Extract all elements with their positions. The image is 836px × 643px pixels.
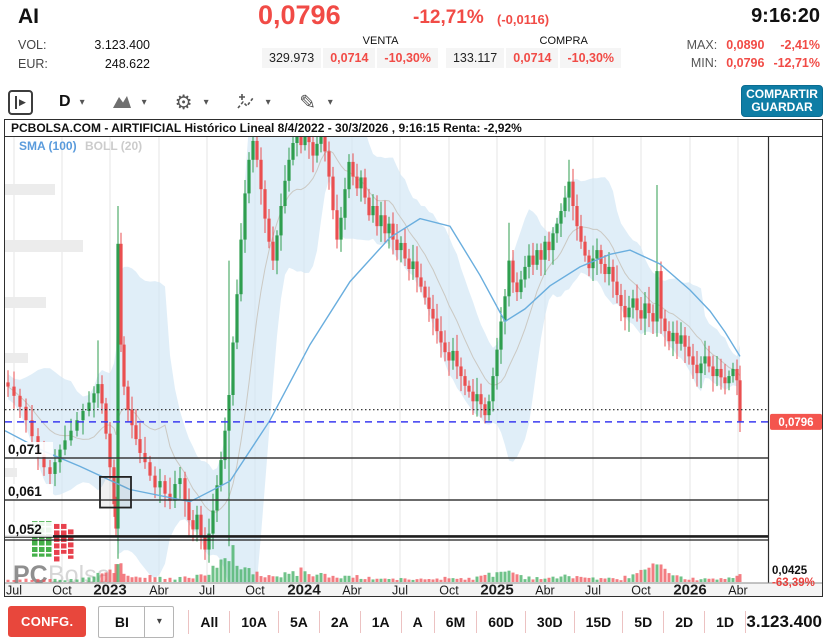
total-volume: 3.123.400 bbox=[746, 611, 822, 631]
svg-text:Oct: Oct bbox=[631, 584, 651, 597]
period-button-60d[interactable]: 60D bbox=[477, 610, 526, 633]
svg-text:Jul: Jul bbox=[199, 584, 215, 597]
svg-text:Jul: Jul bbox=[392, 584, 408, 597]
chevron-down-icon: ▾ bbox=[265, 96, 271, 108]
period-button-a[interactable]: A bbox=[402, 610, 435, 633]
chevron-down-icon: ▾ bbox=[327, 96, 333, 108]
drawing-tools-selector[interactable]: ✎ ▾ bbox=[297, 91, 333, 114]
svg-text:0,0425: 0,0425 bbox=[772, 565, 808, 577]
chevron-down-icon: ▾ bbox=[79, 96, 85, 108]
svg-text:2023: 2023 bbox=[93, 582, 126, 597]
order-book: 329.973 VENTA 0,0714 -10,30% 133.117 COM… bbox=[262, 35, 622, 68]
svg-text:Abr: Abr bbox=[149, 584, 168, 597]
chart-container: PCBOLSA.COM - AIRTIFICIAL Histórico Line… bbox=[4, 119, 823, 597]
add-indicator-icon bbox=[235, 91, 257, 113]
svg-text:2025: 2025 bbox=[480, 582, 513, 597]
svg-text:0,071: 0,071 bbox=[8, 442, 42, 457]
svg-text:Oct: Oct bbox=[245, 584, 265, 597]
svg-text:SMA (100): SMA (100) bbox=[19, 139, 77, 153]
period-button-30d[interactable]: 30D bbox=[526, 610, 575, 633]
svg-text:2024: 2024 bbox=[287, 582, 321, 597]
svg-text:-63,39%: -63,39% bbox=[772, 577, 815, 589]
share-save-button-group: COMPARTIR GUARDAR bbox=[741, 85, 823, 117]
volume-eur-stats: VOL: 3.123.400 EUR: 248.622 bbox=[18, 36, 150, 74]
period-button-5d[interactable]: 5D bbox=[623, 610, 665, 633]
period-button-all[interactable]: All bbox=[189, 610, 231, 633]
max-min-stats: MAX: 0,0890 -2,41% MIN: 0,0796 -12,71% bbox=[687, 38, 820, 70]
chart-toolbar: ▶ D ▾ ▾ ⚙ ▾ ▾ ✎ ▾ bbox=[0, 85, 836, 119]
period-button-10a[interactable]: 10A bbox=[230, 610, 279, 633]
svg-text:0,052: 0,052 bbox=[8, 522, 42, 537]
candlestick-chart-canvas[interactable]: SMA (100) BOLL (20)PC Bolsa0,0710,0610,052… bbox=[5, 137, 822, 596]
timeframe-value: D bbox=[59, 93, 71, 110]
venta-percent: -10,30% bbox=[377, 48, 438, 68]
svg-text:Abr: Abr bbox=[535, 584, 554, 597]
svg-text:Oct: Oct bbox=[439, 584, 459, 597]
eur-label: EUR: bbox=[18, 57, 48, 71]
svg-text:Jul: Jul bbox=[585, 584, 601, 597]
period-buttons: All 10A 5A 2A 1A A 6M 60D 30D 15D 5D 2D 1D bbox=[188, 609, 747, 634]
panel-toggle-icon[interactable]: ▶ bbox=[8, 89, 33, 115]
period-button-6m[interactable]: 6M bbox=[435, 610, 478, 633]
svg-text:BOLL (20): BOLL (20) bbox=[85, 139, 142, 153]
chart-style-selector[interactable]: ▾ bbox=[111, 91, 147, 113]
compra-percent: -10,30% bbox=[560, 48, 622, 68]
pencil-icon: ✎ bbox=[299, 91, 317, 114]
vol-label: VOL: bbox=[18, 38, 47, 52]
svg-text:Jul: Jul bbox=[6, 584, 22, 597]
period-button-2a[interactable]: 2A bbox=[320, 610, 361, 633]
period-button-5a[interactable]: 5A bbox=[279, 610, 320, 633]
svg-text:0,061: 0,061 bbox=[8, 484, 42, 499]
indicators-selector[interactable]: ▾ bbox=[235, 91, 271, 113]
min-percent: -12,71% bbox=[773, 56, 820, 70]
period-button-15d[interactable]: 15D bbox=[575, 610, 624, 633]
quote-header: AI VOL: 3.123.400 EUR: 248.622 0,0796 -12,… bbox=[0, 0, 836, 85]
vol-value: 3.123.400 bbox=[94, 38, 150, 52]
min-label: MIN: bbox=[690, 56, 718, 70]
share-button[interactable]: COMPARTIR bbox=[746, 87, 818, 101]
compra-label: COMPRA bbox=[539, 35, 588, 47]
venta-label: VENTA bbox=[362, 35, 399, 47]
symbol-title: AI bbox=[18, 5, 39, 28]
period-button-1a[interactable]: 1A bbox=[361, 610, 402, 633]
period-button-2d[interactable]: 2D bbox=[664, 610, 706, 633]
svg-text:Abr: Abr bbox=[728, 584, 747, 597]
svg-text:Oct: Oct bbox=[52, 584, 72, 597]
config-button[interactable]: CONFG. bbox=[8, 606, 87, 637]
interval-value: BI bbox=[99, 606, 146, 637]
eur-value: 248.622 bbox=[104, 57, 150, 71]
max-value: 0,0890 bbox=[726, 38, 765, 52]
chevron-down-icon: ▾ bbox=[141, 96, 147, 108]
session-clock: 9:16:20 bbox=[751, 5, 820, 27]
venta-price: 0,0714 bbox=[323, 48, 376, 68]
compra-group: 133.117 COMPRA 0,0714 -10,30% bbox=[445, 35, 622, 68]
chevron-down-icon: ▾ bbox=[203, 96, 209, 108]
venta-quantity: 329.973 bbox=[262, 48, 322, 68]
save-button[interactable]: GUARDAR bbox=[751, 100, 813, 114]
svg-text:Abr: Abr bbox=[342, 584, 361, 597]
compra-price: 0,0714 bbox=[506, 48, 559, 68]
change-percent: -12,71% bbox=[413, 7, 484, 28]
timeframe-selector[interactable]: D ▾ bbox=[59, 93, 85, 111]
change-absolute: (-0,0116) bbox=[497, 12, 550, 27]
chart-title: PCBOLSA.COM - AIRTIFICIAL Histórico Line… bbox=[5, 120, 822, 137]
last-price: 0,0796 bbox=[258, 0, 341, 30]
period-button-1d[interactable]: 1D bbox=[705, 610, 747, 633]
max-label: MAX: bbox=[686, 38, 718, 52]
gear-icon: ⚙ bbox=[174, 91, 193, 114]
settings-selector[interactable]: ⚙ ▾ bbox=[173, 91, 209, 114]
venta-group: 329.973 VENTA 0,0714 -10,30% bbox=[262, 35, 438, 68]
mountain-chart-icon bbox=[111, 91, 133, 113]
chevron-down-icon: ▾ bbox=[156, 616, 162, 627]
min-value: 0,0796 bbox=[726, 56, 765, 70]
interval-dropdown[interactable]: BI ▾ bbox=[98, 605, 175, 638]
svg-text:0,0796: 0,0796 bbox=[778, 417, 813, 429]
range-toolbar: CONFG. BI ▾ All 10A 5A 2A 1A A 6M 60D 30D 15D 5D 2D… bbox=[0, 600, 836, 643]
max-percent: -2,41% bbox=[780, 38, 820, 52]
svg-text:2026: 2026 bbox=[673, 582, 706, 597]
compra-quantity: 133.117 bbox=[445, 48, 505, 68]
